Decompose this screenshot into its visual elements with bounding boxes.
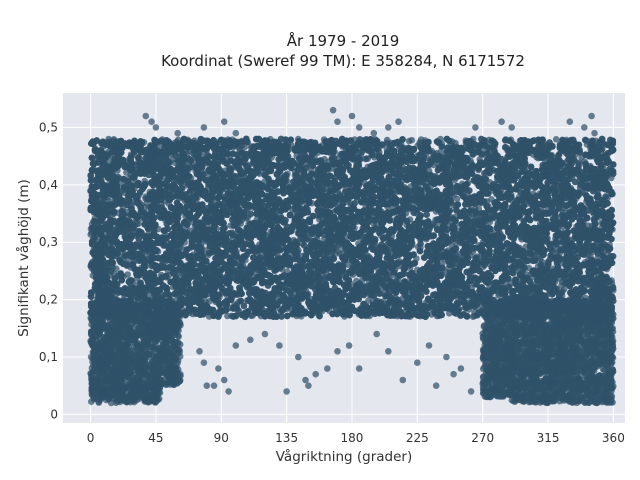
- data-point: [247, 210, 254, 217]
- chart-title-line1: År 1979 - 2019: [287, 31, 400, 50]
- data-point: [552, 136, 560, 143]
- data-point: [408, 136, 416, 144]
- data-point: [124, 271, 131, 278]
- data-point: [224, 312, 231, 320]
- data-points: [87, 106, 617, 407]
- data-point: [453, 195, 461, 203]
- chart-title-line2: Koordinat (Sweref 99 TM): E 358284, N 61…: [161, 52, 525, 70]
